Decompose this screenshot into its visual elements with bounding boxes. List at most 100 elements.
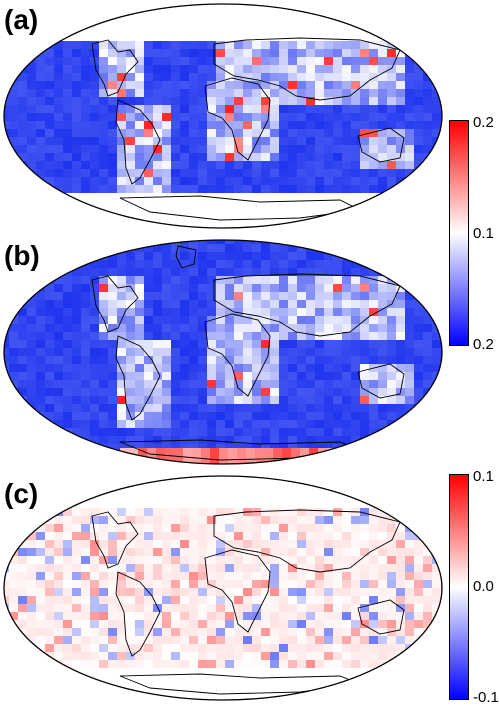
- map-cell: [135, 284, 144, 292]
- map-cell: [324, 161, 333, 169]
- map-cell: [351, 356, 360, 364]
- map-cell: [18, 252, 27, 260]
- map-cell: [396, 580, 405, 588]
- map-cell: [288, 588, 297, 596]
- map-cell: [342, 292, 351, 300]
- map-cell: [324, 452, 333, 460]
- map-cell: [423, 240, 432, 244]
- map-cell: [54, 137, 63, 145]
- map-cell: [162, 412, 171, 420]
- map-cell: [117, 388, 126, 396]
- map-cell: [144, 81, 153, 89]
- map-cell: [414, 276, 423, 284]
- map-cell: [261, 252, 270, 260]
- map-cell: [342, 356, 351, 364]
- map-cell: [369, 177, 378, 185]
- map-cell: [270, 185, 279, 193]
- map-cell: [4, 628, 9, 636]
- map-cell: [45, 380, 54, 388]
- map-cell: [243, 580, 252, 588]
- map-cell: [369, 356, 378, 364]
- map-cell: [432, 436, 441, 444]
- map-cell: [45, 324, 54, 332]
- colorbar-ab-tick-top: 0.2: [473, 114, 494, 131]
- map-cell: [351, 628, 360, 636]
- map-cell: [288, 404, 297, 412]
- map-cell: [306, 404, 315, 412]
- map-cell: [279, 436, 288, 444]
- map-cell: [333, 308, 342, 316]
- map-cell: [351, 73, 360, 81]
- map-cell: [153, 588, 162, 596]
- map-cell: [99, 412, 108, 420]
- map-cell: [126, 300, 135, 308]
- map-cell: [198, 276, 207, 284]
- map-cell: [234, 516, 243, 524]
- map-cell: [99, 404, 108, 412]
- map-cell: [4, 452, 9, 460]
- map-cell: [270, 556, 279, 564]
- map-cell: [405, 540, 414, 548]
- map-cell: [135, 308, 144, 316]
- map-cell: [108, 73, 117, 81]
- map-cell: [405, 49, 414, 57]
- map-cell: [279, 145, 288, 153]
- map-cell: [387, 89, 396, 97]
- map-cell: [297, 268, 306, 276]
- map-cell: [207, 404, 216, 412]
- map-cell: [117, 65, 126, 73]
- map-cell: [72, 340, 81, 348]
- map-cell: [135, 300, 144, 308]
- map-cell: [378, 276, 387, 284]
- map-cell: [225, 604, 234, 612]
- map-cell: [333, 604, 342, 612]
- map-cell: [270, 137, 279, 145]
- map-cell: [162, 380, 171, 388]
- map-cell: [108, 260, 117, 268]
- map-cell: [36, 396, 45, 404]
- map-cell: [324, 185, 333, 193]
- map-cell: [261, 316, 270, 324]
- map-cell: [261, 332, 270, 340]
- map-cell: [225, 284, 234, 292]
- map-cell: [378, 564, 387, 572]
- map-cell: [207, 177, 216, 185]
- map-cell: [198, 548, 207, 556]
- map-cell: [99, 276, 108, 284]
- map-cell: [9, 324, 18, 332]
- map-cell: [117, 113, 126, 121]
- map-cell: [81, 89, 90, 97]
- map-cell: [108, 240, 117, 244]
- map-cell: [162, 644, 171, 652]
- map-cell: [180, 57, 189, 65]
- map-cell: [108, 628, 117, 636]
- map-cell: [18, 340, 27, 348]
- map-cell: [252, 81, 261, 89]
- map-cell: [369, 185, 378, 193]
- map-cell: [243, 388, 252, 396]
- map-cell: [207, 73, 216, 81]
- map-cell: [117, 604, 126, 612]
- map-panel-b: [3, 239, 443, 465]
- map-cell: [279, 652, 288, 660]
- map-cell: [279, 292, 288, 300]
- map-cell: [351, 169, 360, 177]
- map-cell: [297, 284, 306, 292]
- map-cell: [9, 436, 18, 444]
- map-cell: [306, 364, 315, 372]
- map-cell: [198, 292, 207, 300]
- map-cell: [108, 113, 117, 121]
- map-cell: [351, 460, 360, 464]
- map-cell: [36, 240, 45, 244]
- map-cell: [108, 548, 117, 556]
- map-cell: [369, 260, 378, 268]
- map-cell: [36, 129, 45, 137]
- map-cell: [27, 292, 36, 300]
- map-cell: [270, 364, 279, 372]
- map-cell: [27, 260, 36, 268]
- map-cell: [216, 588, 225, 596]
- map-cell: [81, 356, 90, 364]
- map-cell: [207, 652, 216, 660]
- map-cell: [9, 412, 18, 420]
- map-cell: [288, 89, 297, 97]
